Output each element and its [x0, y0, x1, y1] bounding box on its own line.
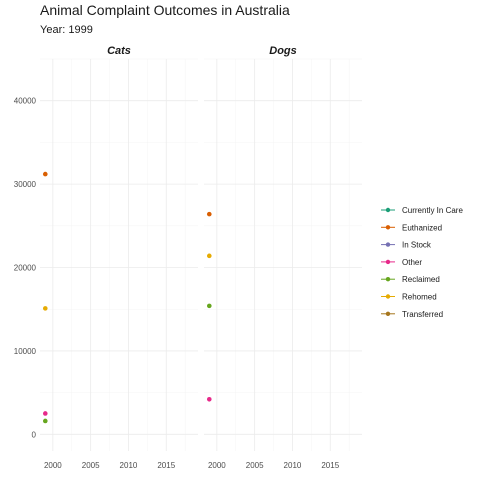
x-tick-label-dogs: 2015 [321, 461, 339, 470]
x-tick-label-cats: 2005 [82, 461, 100, 470]
legend: Currently In Care Euthanized In Stock Other… [381, 206, 463, 319]
legend-key-transferred [385, 311, 391, 316]
chart-subtitle: Year: 1999 [40, 24, 93, 36]
x-tick-label-cats: 2015 [157, 461, 175, 470]
legend-key-currently-in-care [385, 207, 391, 213]
x-tick-label-dogs: 2005 [246, 461, 264, 470]
legend-key-euthanized [385, 225, 391, 230]
plot-panels [40, 58, 362, 451]
data-point-cats-rehomed [42, 306, 48, 311]
legend-key-rehomed [385, 294, 391, 299]
y-tick-label: 30000 [14, 180, 37, 189]
data-point-cats-reclaimed [42, 418, 48, 424]
data-point-dogs-other [206, 396, 212, 402]
legend-key-in-stock [385, 242, 391, 247]
legend-label-currently-in-care: Currently In Care [402, 206, 463, 215]
data-points [42, 171, 212, 424]
legend-label-reclaimed: Reclaimed [402, 275, 440, 284]
legend-label-transferred: Transferred [402, 310, 443, 319]
y-tick-label: 40000 [14, 97, 37, 106]
data-point-cats-euthanized [42, 171, 48, 177]
legend-key-other [385, 259, 391, 265]
legend-label-euthanized: Euthanized [402, 223, 442, 232]
legend-label-rehomed: Rehomed [402, 293, 437, 302]
x-axis-ticks: 2000 2005 2010 2015 2000 2005 2010 2015 [44, 461, 340, 470]
facet-label-cats: Cats [107, 45, 131, 57]
data-point-cats-other [42, 411, 48, 416]
data-point-dogs-rehomed [206, 253, 212, 259]
legend-label-other: Other [402, 258, 422, 267]
y-axis-ticks: 0 10000 20000 30000 40000 [14, 97, 37, 440]
x-tick-label-dogs: 2000 [208, 461, 226, 470]
y-tick-label: 10000 [14, 347, 37, 356]
data-point-dogs-reclaimed [206, 303, 212, 309]
x-tick-label-cats: 2000 [44, 461, 62, 470]
y-tick-label: 0 [32, 430, 37, 439]
facet-label-dogs: Dogs [269, 45, 297, 57]
y-tick-label: 20000 [14, 264, 37, 273]
x-tick-label-dogs: 2010 [284, 461, 302, 470]
x-tick-label-cats: 2010 [120, 461, 138, 470]
chart-title: Animal Complaint Outcomes in Australia [40, 2, 290, 18]
legend-label-in-stock: In Stock [402, 241, 432, 250]
data-point-dogs-euthanized [206, 211, 212, 217]
legend-key-reclaimed [385, 277, 391, 282]
